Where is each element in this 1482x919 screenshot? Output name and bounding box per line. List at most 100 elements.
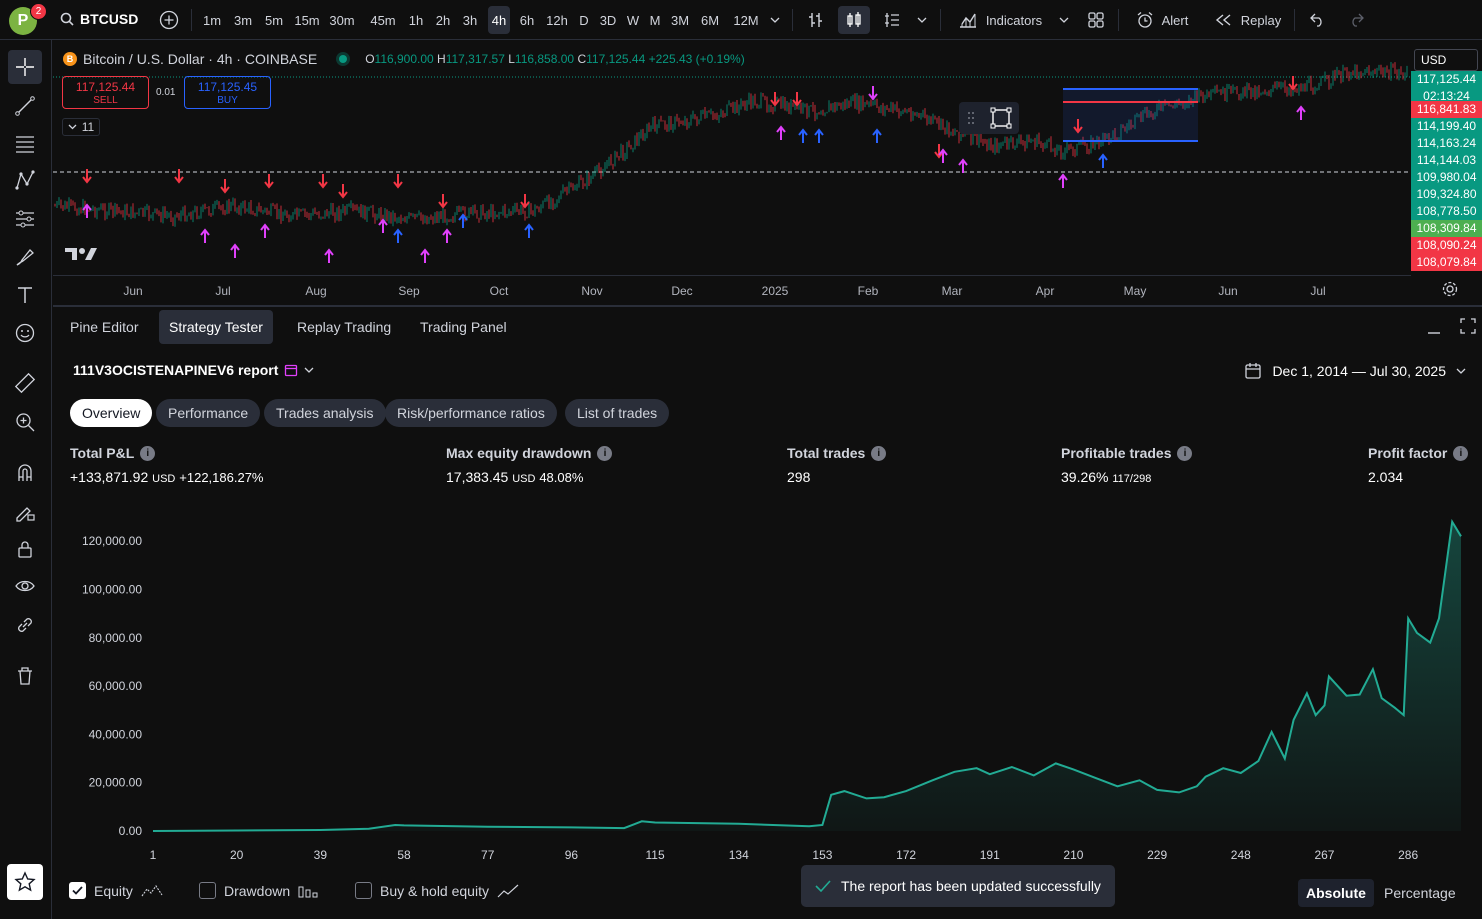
info-icon[interactable]: i <box>140 445 156 461</box>
price-scale[interactable]: USD 117,125.44 02:13:24 116,841.83 114,199.… <box>1411 41 1482 275</box>
buy-hold-checkbox[interactable] <box>355 882 372 899</box>
brush-tool[interactable] <box>8 240 42 274</box>
equity-chart[interactable]: 0.00 20,000.00 40,000.00 60,000.00 80,000.00… <box>53 507 1482 867</box>
time-axis[interactable]: Jun Jul Aug Sep Oct Nov Dec 2025 Feb Mar Apr May Jun… <box>53 275 1411 303</box>
interval-w[interactable]: W <box>626 12 640 28</box>
interval-3d[interactable]: 3D <box>599 12 617 28</box>
chart-type-list-button[interactable] <box>878 6 906 34</box>
trade-marker <box>524 223 534 238</box>
trend-line-tool[interactable] <box>8 89 42 123</box>
info-icon[interactable]: i <box>597 445 613 461</box>
indicators-button[interactable]: Indicators <box>950 6 1050 34</box>
absolute-mode-button[interactable]: Absolute <box>1298 879 1374 907</box>
interval-5m[interactable]: 5m <box>264 12 284 28</box>
subtab-risk-performance-ratios[interactable]: Risk/performance ratios <box>385 399 557 427</box>
magnet-tool[interactable] <box>8 456 42 490</box>
forecasting-tool[interactable] <box>8 202 42 236</box>
subtab-performance[interactable]: Performance <box>156 399 261 427</box>
chevron-down-icon <box>68 124 77 130</box>
candles-style-button[interactable] <box>838 6 870 34</box>
toolbar-separator <box>1118 9 1119 31</box>
emoji-tool[interactable] <box>8 316 42 350</box>
subtab-trades-analysis[interactable]: Trades analysis <box>264 399 386 427</box>
trade-marker <box>264 174 274 189</box>
drawdown-toggle[interactable]: Drawdown <box>199 882 318 899</box>
hide-drawings-tool[interactable] <box>8 569 42 603</box>
alert-button[interactable]: Alert <box>1128 6 1196 34</box>
indicators-dropdown[interactable] <box>1054 6 1074 34</box>
interval-2h[interactable]: 2h <box>435 12 451 28</box>
interval-45m[interactable]: 45m <box>370 12 396 28</box>
equity-checkbox[interactable] <box>69 882 86 899</box>
undo-button[interactable] <box>1304 6 1332 34</box>
price-tag: 108,309.84 <box>1411 220 1482 237</box>
interval-3m[interactable]: 3M <box>670 12 690 28</box>
drawing-selection-toolbar[interactable] <box>959 102 1019 134</box>
y-tick-label: 120,000.00 <box>82 534 142 548</box>
sync-drawings-tool[interactable] <box>8 608 42 642</box>
maximize-panel-button[interactable] <box>1459 317 1477 340</box>
tab-strategy-tester[interactable]: Strategy Tester <box>159 310 273 344</box>
chart-type-dropdown[interactable] <box>912 6 932 34</box>
report-title[interactable]: 111V3OCISTENAPINEV6 report <box>73 362 314 378</box>
zoom-tool[interactable] <box>8 405 42 439</box>
interval-1m[interactable]: 1m <box>202 12 222 28</box>
crosshair-tool[interactable] <box>8 50 42 84</box>
redo-icon <box>1352 13 1364 27</box>
interval-15m[interactable]: 15m <box>294 12 320 28</box>
tab-pine-editor[interactable]: Pine Editor <box>70 319 139 335</box>
interval-m[interactable]: M <box>649 12 661 28</box>
x-tick-label: 267 <box>1314 848 1334 862</box>
y-tick-label: 0.00 <box>119 824 143 838</box>
pattern-tool[interactable] <box>8 164 42 198</box>
equity-toggle[interactable]: Equity <box>69 882 163 899</box>
minimize-panel-button[interactable] <box>1426 321 1442 342</box>
remove-drawings-tool[interactable] <box>8 659 42 693</box>
metric-total-trades: Total trades i 298 <box>787 445 887 485</box>
interval-3h[interactable]: 3h <box>462 12 478 28</box>
interval-12m[interactable]: 12M <box>733 12 759 28</box>
price-tag: 109,980.04 <box>1411 169 1482 186</box>
interval-12h[interactable]: 12h <box>546 12 568 28</box>
info-icon[interactable]: i <box>871 445 887 461</box>
watchlist-favorite-button[interactable] <box>7 864 43 900</box>
interval-6m[interactable]: 6M <box>700 12 720 28</box>
interval-30m[interactable]: 30m <box>329 12 355 28</box>
layouts-button[interactable] <box>1082 6 1110 34</box>
info-icon[interactable]: i <box>1177 445 1193 461</box>
interval-dropdown-button[interactable] <box>764 6 786 34</box>
interval-1h[interactable]: 1h <box>408 12 424 28</box>
compare-symbol-button[interactable] <box>156 6 182 34</box>
stay-in-drawing-tool[interactable] <box>8 495 42 529</box>
ruler-tool[interactable] <box>8 366 42 400</box>
percentage-mode-button[interactable]: Percentage <box>1384 885 1456 901</box>
currency-select[interactable]: USD <box>1414 49 1478 71</box>
interval-6h[interactable]: 6h <box>519 12 535 28</box>
interval-d[interactable]: D <box>579 12 589 28</box>
price-chart[interactable]: B Bitcoin / U.S. Dollar · 4h · COINBASE … <box>53 41 1482 303</box>
chart-settings-button[interactable] <box>1442 281 1458 302</box>
pencil-lock-icon <box>16 507 35 522</box>
info-icon[interactable]: i <box>1453 445 1469 461</box>
horizontal-lines-tool[interactable] <box>8 127 42 161</box>
buy-hold-toggle[interactable]: Buy & hold equity <box>355 882 519 899</box>
replay-button[interactable]: Replay <box>1208 6 1288 34</box>
text-tool[interactable] <box>8 278 42 312</box>
lock-drawings-tool[interactable] <box>8 532 42 566</box>
indicators-collapse-button[interactable]: 11 <box>62 118 100 136</box>
tab-replay-trading[interactable]: Replay Trading <box>297 319 392 335</box>
trade-marker <box>393 174 403 189</box>
bar-style-button[interactable] <box>802 6 830 34</box>
symbol-search[interactable]: BTCUSD <box>60 11 138 27</box>
buy-button[interactable]: 117,125.45 BUY <box>184 76 271 109</box>
price-tag: 108,778.50 <box>1411 203 1482 220</box>
interval-3m[interactable]: 3m <box>233 12 253 28</box>
subtab-overview[interactable]: Overview <box>70 399 153 427</box>
redo-button[interactable] <box>1342 6 1370 34</box>
subtab-list-of-trades[interactable]: List of trades <box>565 399 670 427</box>
interval-4h[interactable]: 4h <box>488 6 510 34</box>
date-range-selector[interactable]: Dec 1, 2014 — Jul 30, 2025 <box>1244 362 1466 380</box>
sell-button[interactable]: 117,125.44 SELL <box>62 76 149 109</box>
tab-trading-panel[interactable]: Trading Panel <box>420 319 507 335</box>
drawdown-checkbox[interactable] <box>199 882 216 899</box>
